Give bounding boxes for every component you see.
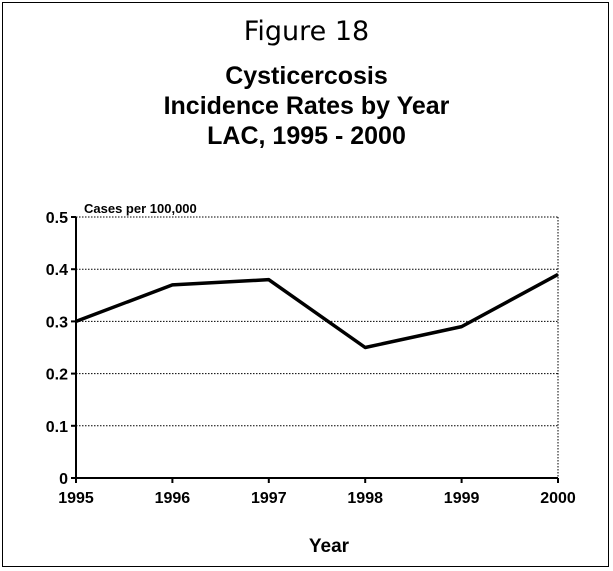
grid-lines (76, 216, 559, 478)
figure-label: Figure 18 (243, 16, 370, 47)
chart-title-line-3: LAC, 1995 - 2000 (207, 122, 406, 150)
x-tick-label: 1998 (347, 490, 383, 507)
y-tick-label: 0.5 (46, 210, 68, 227)
y-tick-label: 0 (59, 471, 68, 488)
axes (71, 216, 559, 483)
x-tick-label: 1999 (444, 490, 480, 507)
chart-frame (2, 2, 609, 567)
y-tick-label: 0.4 (46, 262, 68, 279)
x-tick-label: 1996 (155, 490, 191, 507)
x-axis-title: Year (309, 536, 350, 557)
tick-labels: 0 0.1 0.2 0.3 0.4 0.5 1995 1996 1997 1998 1999 2000 (46, 210, 576, 507)
x-tick-label: 2000 (540, 490, 576, 507)
chart-title-line-1: Cysticercosis (225, 62, 388, 90)
y-tick-label: 0.2 (46, 367, 68, 384)
series-line (75, 272, 559, 350)
x-tick-label: 1995 (58, 490, 94, 507)
chart-title-line-2: Incidence Rates by Year (163, 92, 450, 120)
y-tick-label: 0.1 (46, 419, 68, 436)
y-axis-unit-label: Cases per 100,000 (84, 201, 197, 216)
y-tick-label: 0.3 (46, 314, 68, 331)
x-tick-label: 1997 (251, 490, 287, 507)
series-layer (75, 272, 559, 350)
